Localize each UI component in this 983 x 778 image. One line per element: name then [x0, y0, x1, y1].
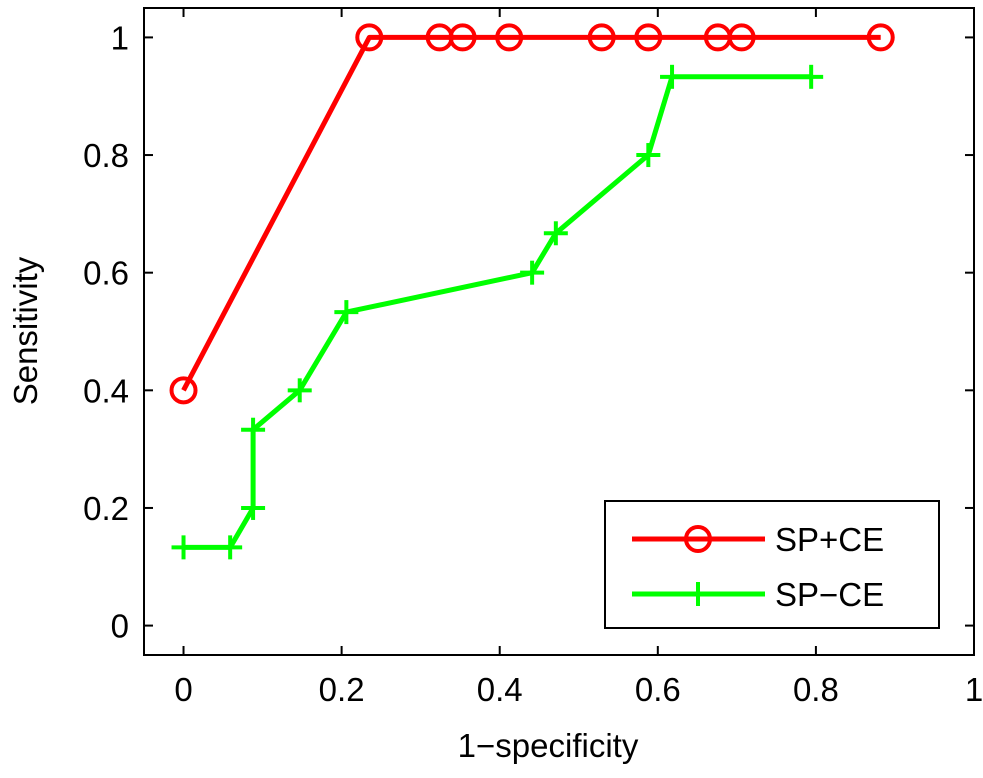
data-point-circle [495, 23, 524, 52]
series-line [181, 34, 881, 392]
x-tick-label: 1 [965, 671, 983, 708]
data-point-plus [686, 582, 710, 606]
data-point-plus [520, 260, 545, 285]
data-point-plus [287, 378, 312, 403]
y-tick-label: 0.2 [83, 490, 129, 527]
data-point-plus [241, 417, 266, 442]
legend: SP+CE SP−CE [604, 500, 940, 629]
series-line [183, 74, 812, 550]
data-point-plus [241, 495, 266, 520]
x-tick-label: 0.2 [319, 671, 365, 708]
data-point-circle [634, 23, 663, 52]
plot-frame [143, 7, 975, 656]
legend-label: SP+CE [775, 521, 884, 558]
data-point-circle [587, 23, 616, 52]
data-point-plus [171, 535, 196, 560]
tick-layer: 0 0.2 0.4 0.6 0.8 1 0 0.2 0.4 0.6 0.8 1 [83, 8, 983, 708]
y-tick-label: 0.4 [83, 372, 129, 409]
y-tick-label: 0.6 [83, 255, 129, 292]
x-axis-label: 1−specificity [458, 727, 639, 764]
series-layer [169, 23, 895, 560]
x-tick-label: 0 [174, 671, 192, 708]
data-point-plus [799, 64, 824, 89]
data-point-circle [684, 525, 712, 553]
data-point-plus [636, 143, 661, 168]
data-point-circle [448, 23, 477, 52]
y-tick-label: 1 [111, 19, 129, 56]
data-point-circle [727, 23, 756, 52]
data-point-circle [866, 23, 895, 52]
x-tick-label: 0.8 [793, 671, 839, 708]
x-tick-label: 0.4 [477, 671, 523, 708]
y-tick-label: 0 [111, 608, 129, 645]
data-point-circle [355, 23, 384, 52]
data-point-plus [660, 64, 685, 89]
y-axis-label: Sensitivity [7, 256, 44, 405]
data-point-plus [543, 221, 568, 246]
data-point-circle [169, 376, 198, 405]
data-point-plus [218, 535, 243, 560]
legend-box [604, 500, 940, 629]
legend-label: SP−CE [775, 576, 884, 613]
x-tick-label: 0.6 [635, 671, 681, 708]
data-point-plus [334, 300, 359, 325]
y-tick-label: 0.8 [83, 137, 129, 174]
